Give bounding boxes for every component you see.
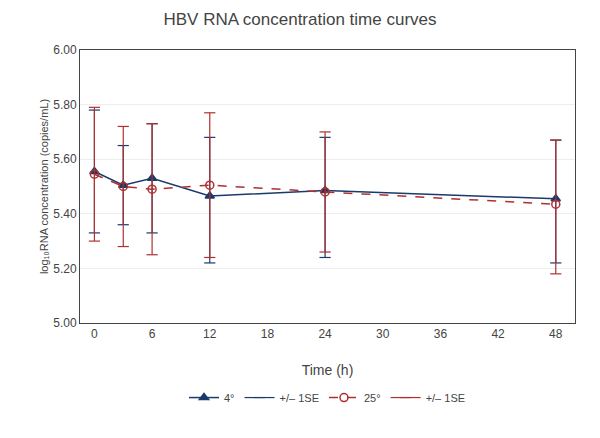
svg-text:5.60: 5.60 [53,152,77,166]
svg-text:30: 30 [376,327,390,341]
svg-text:+/– 1SE: +/– 1SE [426,392,465,404]
svg-text:25°: 25° [364,392,381,404]
svg-text:0: 0 [91,327,98,341]
svg-text:24: 24 [318,327,332,341]
svg-text:log₁₀RNA concentration (copies: log₁₀RNA concentration (copies/mL) [38,99,50,274]
svg-text:4°: 4° [224,392,235,404]
svg-text:HBV RNA concentration time cur: HBV RNA concentration time curves [163,10,436,29]
svg-text:+/– 1SE: +/– 1SE [280,392,319,404]
svg-text:12: 12 [203,327,217,341]
svg-text:6: 6 [149,327,156,341]
svg-text:42: 42 [491,327,505,341]
svg-text:18: 18 [261,327,275,341]
svg-text:6.00: 6.00 [53,43,77,57]
svg-text:5.20: 5.20 [53,262,77,276]
svg-text:5.00: 5.00 [53,316,77,330]
svg-text:5.80: 5.80 [53,98,77,112]
svg-text:36: 36 [434,327,448,341]
svg-text:Time (h): Time (h) [302,362,354,378]
svg-text:5.40: 5.40 [53,207,77,221]
svg-text:48: 48 [549,327,563,341]
